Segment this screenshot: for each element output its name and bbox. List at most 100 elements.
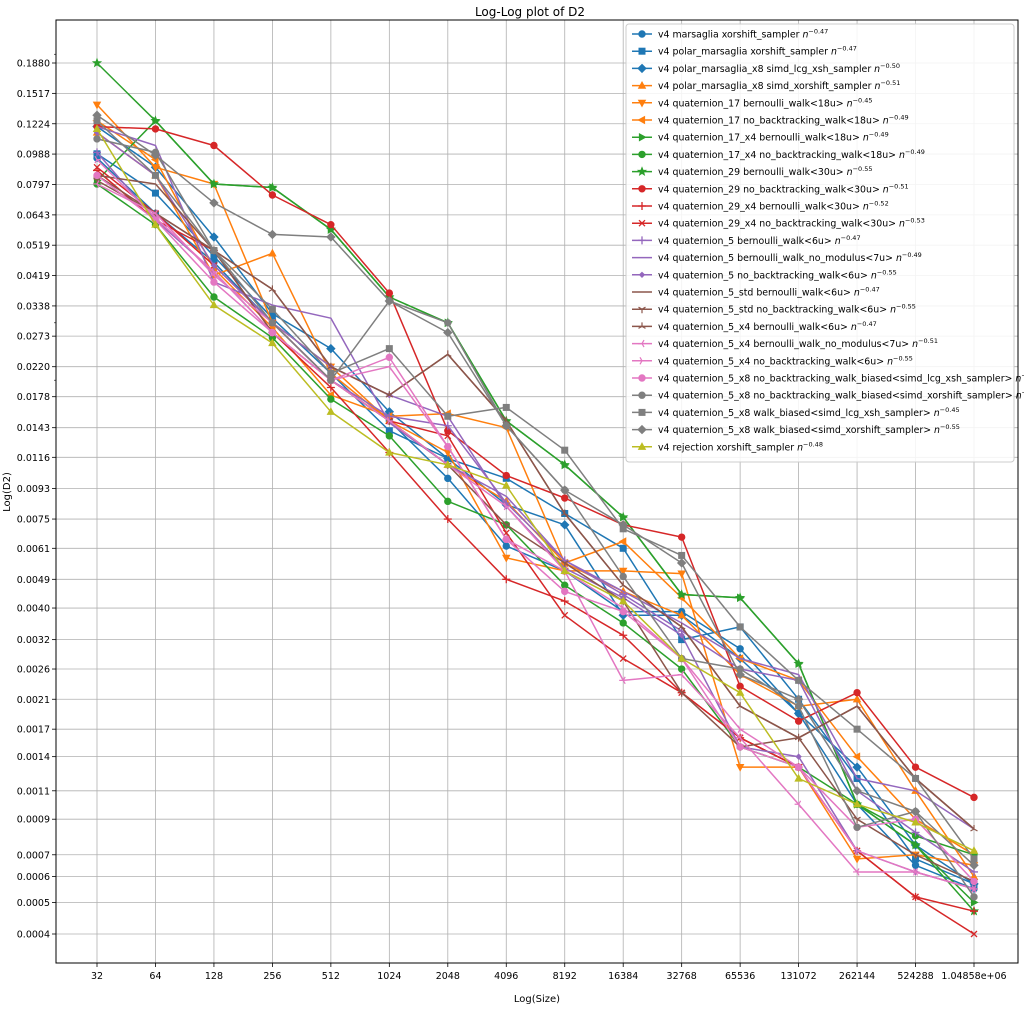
data-point — [794, 800, 802, 809]
data-point — [560, 597, 569, 606]
y-tick-label: 0.0009 — [17, 815, 50, 826]
series-line — [96, 120, 975, 860]
data-point — [91, 57, 103, 68]
data-point — [795, 676, 803, 684]
y-tick-label: 0.0026 — [17, 665, 50, 676]
data-point — [619, 544, 627, 552]
legend-series-name: v4 polar_marsaglia xorshift_sampler — [658, 47, 831, 58]
legend-series-name: v4 quaternion_5_x8 no_backtracking_walk_… — [658, 374, 1015, 385]
data-point — [209, 300, 219, 309]
legend-n-symbol: n — [835, 236, 841, 247]
data-point — [208, 178, 220, 189]
data-point — [385, 412, 394, 421]
series-line — [96, 125, 975, 885]
data-point — [677, 570, 686, 579]
y-tick-label: 0.0005 — [17, 898, 50, 909]
data-point — [210, 278, 218, 286]
data-point — [268, 305, 276, 313]
data-point — [852, 762, 862, 772]
legend-exponent: −0.45 — [853, 96, 873, 104]
data-point — [92, 101, 102, 110]
data-point — [385, 447, 394, 456]
y-tick-label: 0.0075 — [17, 515, 50, 526]
data-point — [911, 852, 920, 859]
y-tick-label: 0.0797 — [17, 180, 50, 191]
data-point — [970, 907, 978, 916]
data-point — [736, 702, 744, 709]
data-point — [677, 622, 686, 630]
legend-label: v4 quaternion_17_x4 bernoulli_walk<18u> … — [658, 131, 889, 144]
data-point — [561, 494, 569, 502]
data-point — [677, 533, 686, 541]
data-point — [151, 220, 160, 228]
legend-n-symbol: n — [890, 305, 896, 316]
y-tick-label: 0.1517 — [17, 89, 50, 100]
legend-series-name: v4 quaternion_29_x4 bernoulli_walk<30u> — [658, 202, 863, 213]
x-tick-label: 16384 — [608, 971, 638, 982]
data-point — [443, 327, 453, 338]
legend-label: v4 quaternion_5 no_backtracking_walk<6u>… — [658, 268, 897, 281]
data-point — [327, 395, 335, 403]
legend-series-name: v4 polar_marsaglia_x8 simd_xorshift_samp… — [658, 81, 874, 92]
data-point — [970, 793, 978, 802]
data-point — [151, 209, 158, 218]
legend-n-symbol: n — [831, 47, 837, 58]
legend-series-name: v4 quaternion_5_x8 no_backtracking_walk_… — [658, 391, 1016, 402]
data-point — [638, 30, 646, 38]
data-point — [637, 80, 647, 89]
data-point — [970, 930, 978, 938]
legend-entry: v4 quaternion_5_x8 no_backtracking_walk_… — [632, 389, 1024, 402]
data-point — [151, 171, 159, 179]
legend-label: v4 quaternion_5 bernoulli_walk_no_modulu… — [658, 251, 922, 264]
legend-n-symbol: n — [851, 322, 857, 333]
legend-n-symbol: n — [802, 30, 808, 41]
data-point — [637, 63, 647, 74]
data-point — [618, 537, 627, 546]
y-axis-label: Log(D2) — [2, 472, 13, 512]
data-point — [268, 338, 277, 347]
data-point — [385, 289, 394, 297]
y-tick-label: 0.0049 — [17, 575, 50, 586]
data-point — [736, 733, 743, 742]
data-point — [326, 383, 335, 392]
data-point — [971, 885, 978, 893]
legend-label: v4 quaternion_17_x4 no_backtracking_walk… — [658, 148, 925, 161]
legend-entry: v4 quaternion_29_x4 bernoulli_walk<30u> … — [632, 200, 889, 213]
legend-label: v4 quaternion_17 no_backtracking_walk<18… — [658, 114, 909, 127]
data-point — [151, 189, 159, 197]
data-point — [618, 520, 628, 530]
data-point — [911, 828, 920, 837]
legend-n-symbol: n — [887, 356, 893, 367]
data-point — [677, 653, 686, 662]
data-point — [853, 702, 861, 709]
data-point — [794, 773, 803, 782]
data-point — [677, 610, 686, 619]
data-point — [326, 343, 336, 354]
data-point — [618, 596, 628, 605]
data-point — [93, 163, 101, 171]
plot-frame — [55, 19, 1019, 964]
series-line — [96, 125, 975, 799]
data-point — [638, 236, 646, 245]
legend-exponent: −0.49 — [869, 131, 889, 139]
legend-entry: v4 quaternion_17_x4 bernoulli_walk<18u> … — [632, 131, 889, 144]
data-point — [852, 799, 862, 808]
data-point — [151, 125, 160, 133]
data-point — [326, 232, 336, 242]
data-point — [619, 607, 627, 616]
legend-n-symbol: n — [871, 270, 877, 281]
legend-entry: v4 polar_marsaglia_x8 simd_xorshift_samp… — [632, 79, 900, 92]
legend-entry: v4 rejection xorshift_sampler n−0.48 — [632, 440, 823, 453]
data-point — [854, 846, 862, 855]
data-point — [638, 408, 646, 416]
data-point — [794, 763, 803, 771]
data-point — [911, 861, 920, 869]
data-point — [793, 658, 804, 669]
data-point — [619, 655, 627, 662]
data-point — [92, 124, 102, 133]
x-axis-label: Log(Size) — [514, 994, 560, 1005]
legend-label: v4 quaternion_29 no_backtracking_walk<30… — [658, 182, 909, 195]
data-point — [327, 369, 335, 377]
legend-label: v4 quaternion_29 bernoulli_walk<30u> n−0… — [658, 165, 873, 178]
